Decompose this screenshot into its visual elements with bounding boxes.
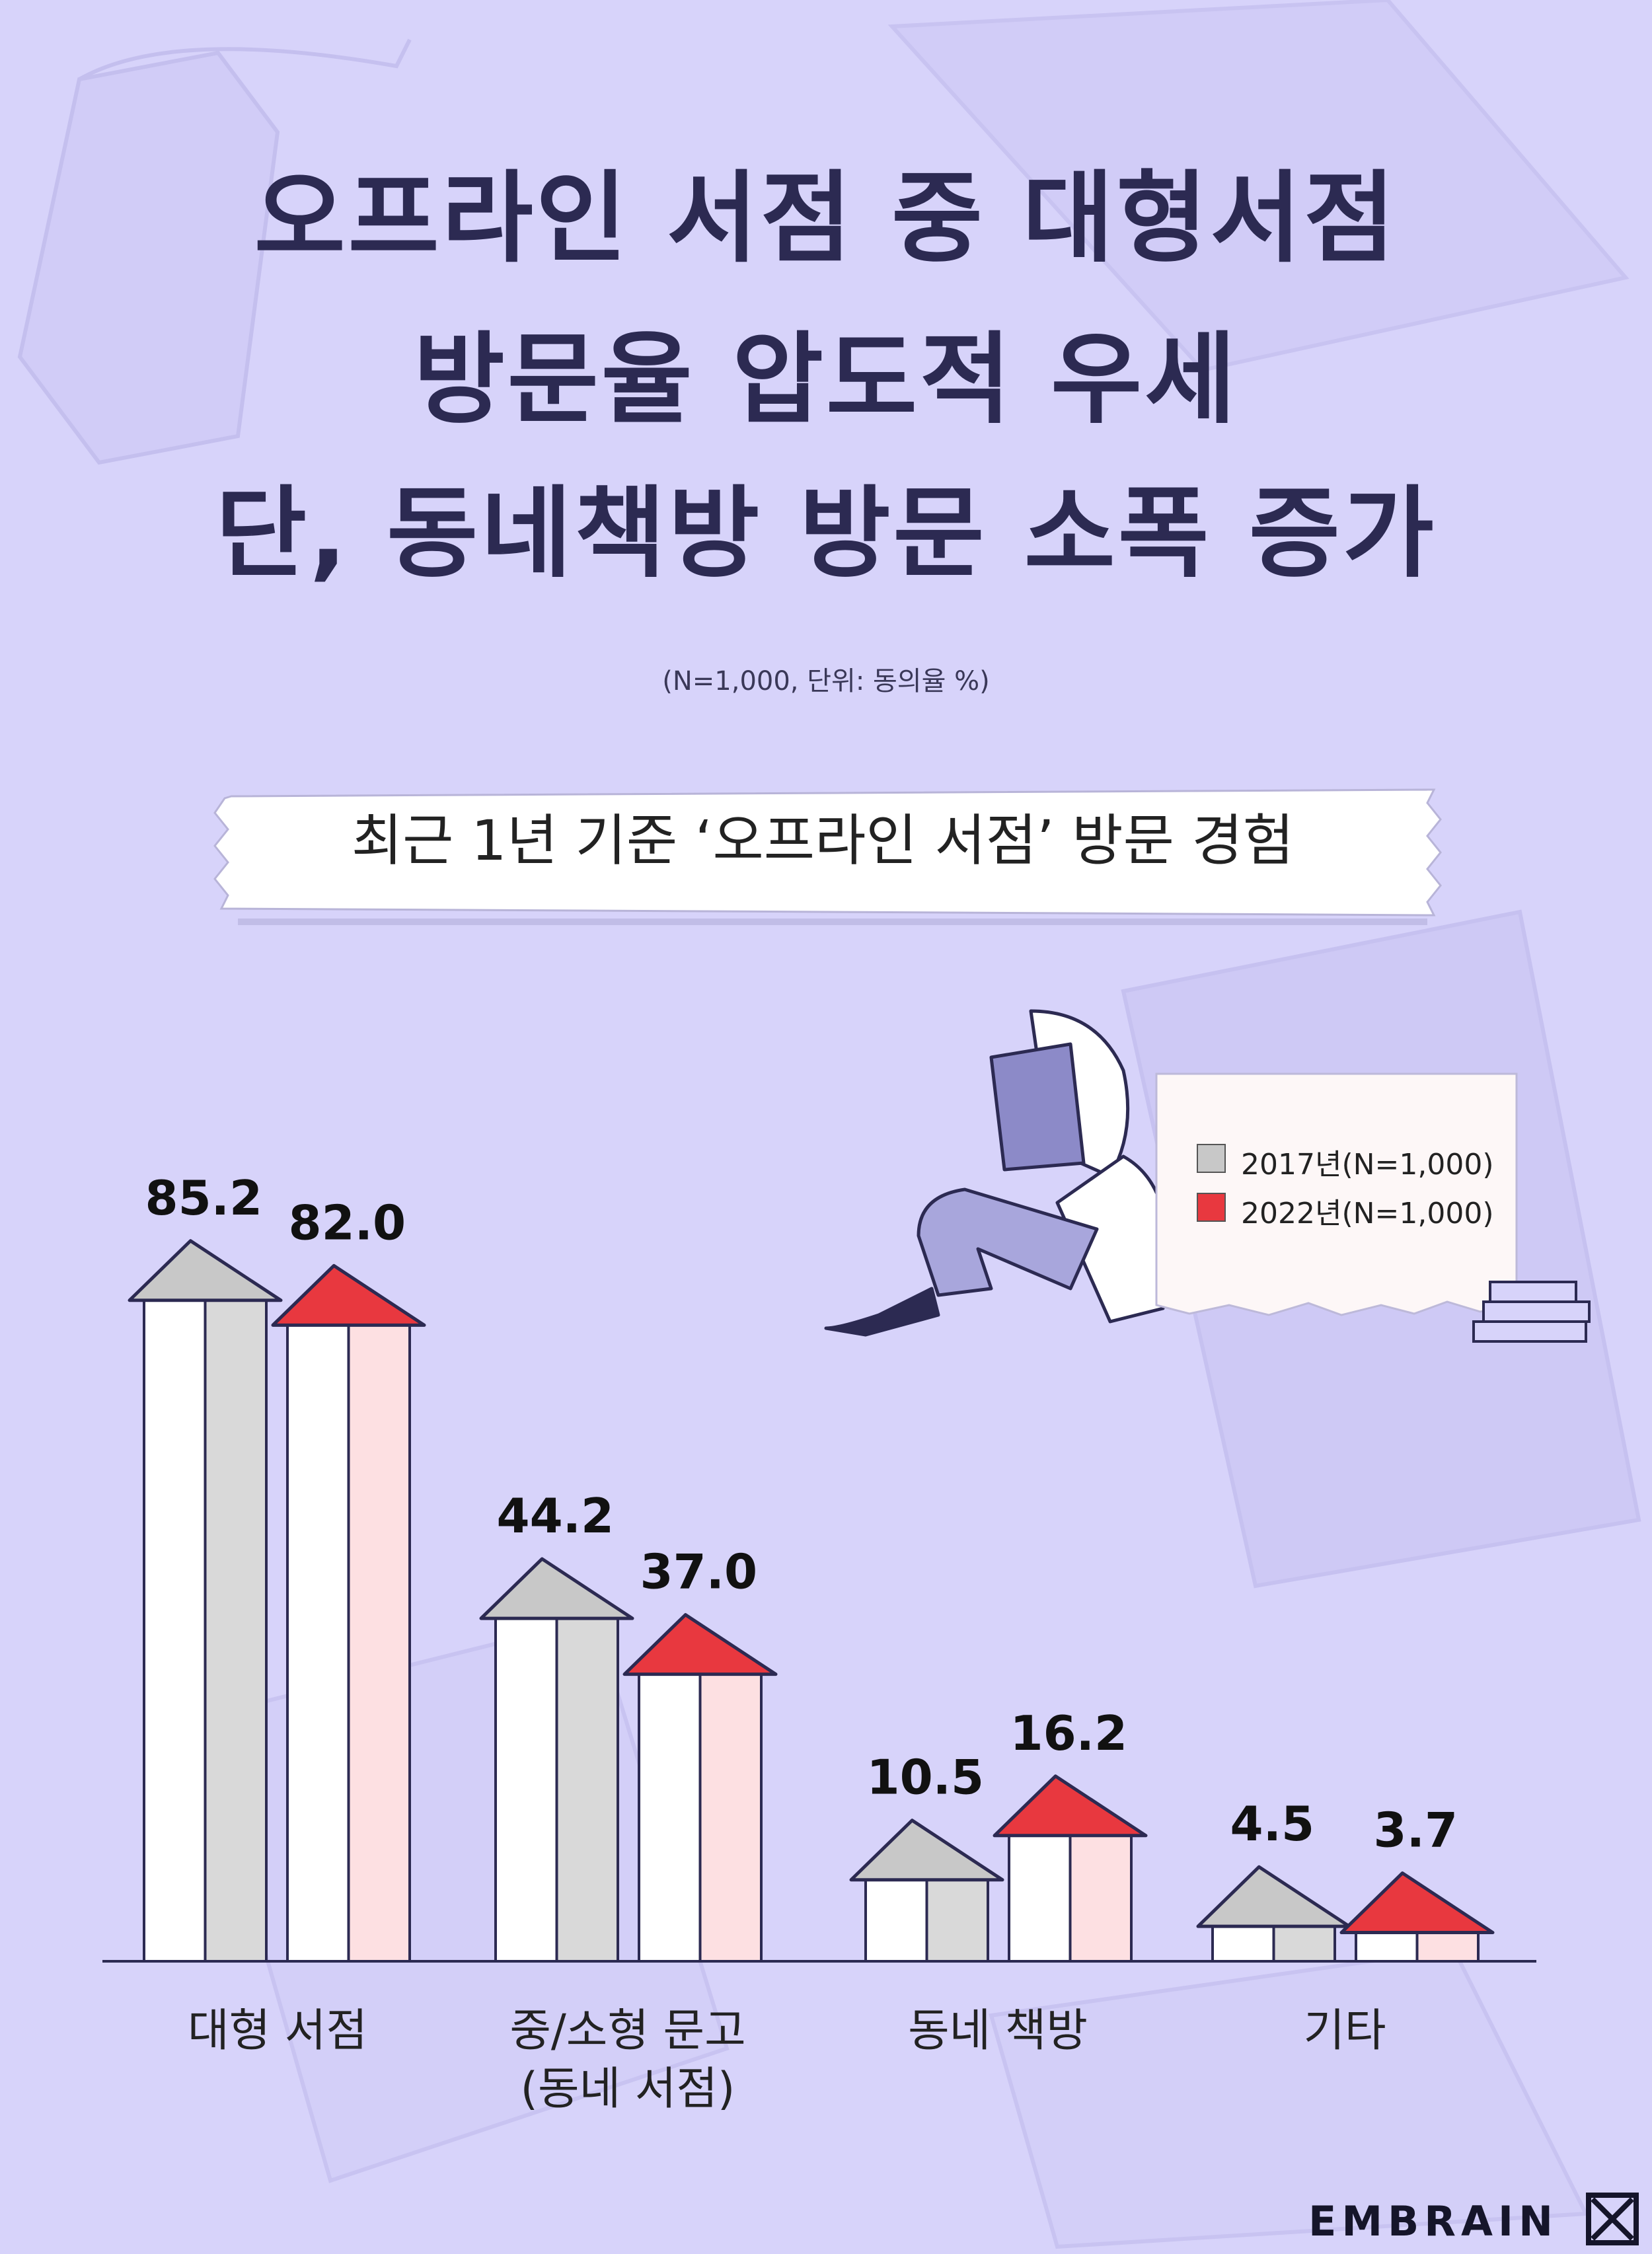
bar-2017-0: 85.2 <box>128 1170 283 1963</box>
legend-label-2017: 2017년(N=1,000) <box>1241 1148 1494 1182</box>
page-title-line-3: 단, 동네책방 방문 소폭 증가 <box>215 476 1437 591</box>
page-title-line-2: 방문율 압도적 우세 <box>413 322 1239 437</box>
bar-2022-3: 3.7 <box>1339 1803 1495 1963</box>
value-label-2017-1: 44.2 <box>496 1488 614 1544</box>
value-label-2017-3: 4.5 <box>1230 1796 1315 1852</box>
brand-mark-icon <box>1586 2193 1639 2245</box>
legend-swatch-2017 <box>1197 1144 1226 1173</box>
category-label-medium-bookstore: 중/소형 문고 (동네 서점) <box>509 2005 746 2116</box>
value-label-2022-2: 16.2 <box>1010 1706 1127 1761</box>
chart-title-ribbon <box>213 788 1442 925</box>
value-label-2017-2: 10.5 <box>866 1750 984 1805</box>
page-title-line-1: 오프라인 서점 중 대형서점 <box>254 161 1398 276</box>
category-label-large-bookstore: 대형 서점 <box>188 2005 367 2057</box>
bar-2017-2: 10.5 <box>849 1750 1004 1963</box>
chart-title: 최근 1년 기준 ‘오프라인 서점’ 방문 경험 <box>351 808 1295 873</box>
legend-swatch-2022 <box>1197 1193 1226 1222</box>
value-label-2022-1: 37.0 <box>640 1544 757 1600</box>
category-label-neighborhood-bookshop: 동네 책방 <box>908 2005 1088 2057</box>
value-label-2022-0: 82.0 <box>288 1195 406 1250</box>
reading-person-illustration <box>824 1009 1170 1337</box>
bar-2017-3: 4.5 <box>1196 1796 1351 1963</box>
legend-label-2022: 2022년(N=1,000) <box>1241 1197 1494 1230</box>
value-label-2022-3: 3.7 <box>1374 1803 1458 1858</box>
bar-2022-1: 37.0 <box>622 1544 778 1963</box>
sample-size-note: (N=1,000, 단위: 동의율 %) <box>662 666 990 696</box>
book-stack-icon <box>1472 1281 1591 1343</box>
category-label-other: 기타 <box>1303 2005 1386 2057</box>
brand-logo: EMBRAIN <box>1308 2197 1558 2245</box>
bar-2022-2: 16.2 <box>993 1706 1148 1963</box>
bar-2017-1: 44.2 <box>479 1488 634 1963</box>
value-label-2017-0: 85.2 <box>145 1170 262 1226</box>
bar-2022-0: 82.0 <box>271 1195 426 1963</box>
